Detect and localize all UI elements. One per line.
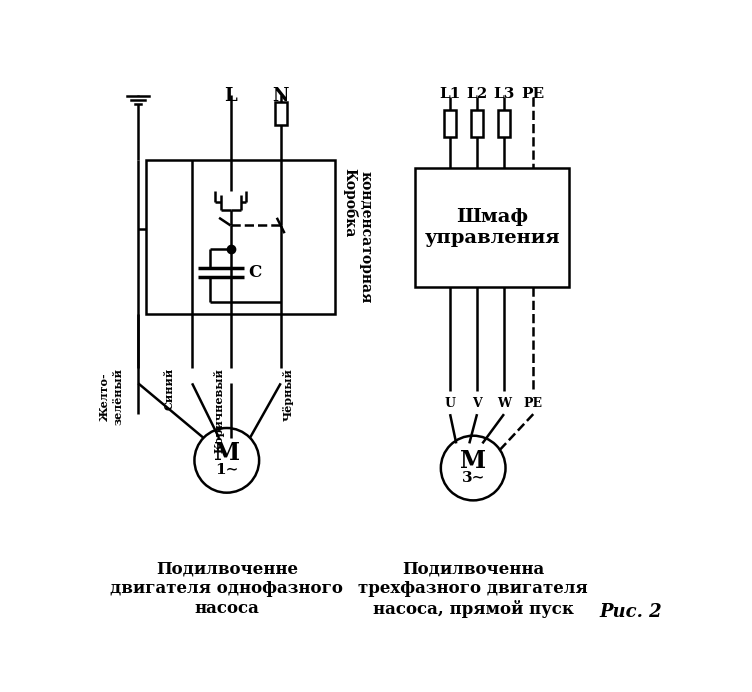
Text: 3∼: 3∼: [462, 471, 485, 485]
Text: V: V: [472, 397, 482, 410]
Text: PE: PE: [522, 87, 544, 101]
Text: Чёрный: Чёрный: [283, 368, 294, 421]
Text: Подилвоченне
двигателя однофазного
насоса: Подилвоченне двигателя однофазного насос…: [111, 561, 343, 617]
Text: PE: PE: [523, 397, 543, 410]
Bar: [146, 160, 335, 314]
Circle shape: [195, 428, 259, 493]
Bar: [471, 110, 484, 137]
Text: Шмаф
управления: Шмаф управления: [425, 208, 560, 247]
Text: конденсаторная: конденсаторная: [359, 171, 372, 303]
Bar: [444, 110, 456, 137]
Text: U: U: [444, 397, 456, 410]
Text: L: L: [224, 87, 237, 105]
Text: Желто-
зелёный: Желто- зелёный: [99, 368, 123, 425]
Text: Рис. 2: Рис. 2: [599, 603, 663, 621]
Text: М: М: [214, 441, 240, 466]
Text: N: N: [272, 87, 289, 105]
Text: L3: L3: [493, 87, 514, 101]
Bar: [274, 102, 287, 125]
Bar: [415, 167, 569, 287]
Text: М: М: [460, 449, 487, 473]
Text: L1: L1: [439, 87, 461, 101]
Circle shape: [441, 436, 505, 500]
Text: Коричневый: Коричневый: [214, 368, 225, 453]
Text: Коробка: Коробка: [342, 167, 357, 237]
Text: Синий: Синий: [163, 368, 174, 410]
Text: Подилвоченна
трехфазного двигателя
насоса, прямой пуск: Подилвоченна трехфазного двигателя насос…: [358, 561, 588, 618]
Text: C: C: [248, 264, 262, 281]
Bar: [498, 110, 510, 137]
Text: L2: L2: [466, 87, 487, 101]
Text: W: W: [497, 397, 511, 410]
Text: 1∼: 1∼: [215, 464, 238, 477]
